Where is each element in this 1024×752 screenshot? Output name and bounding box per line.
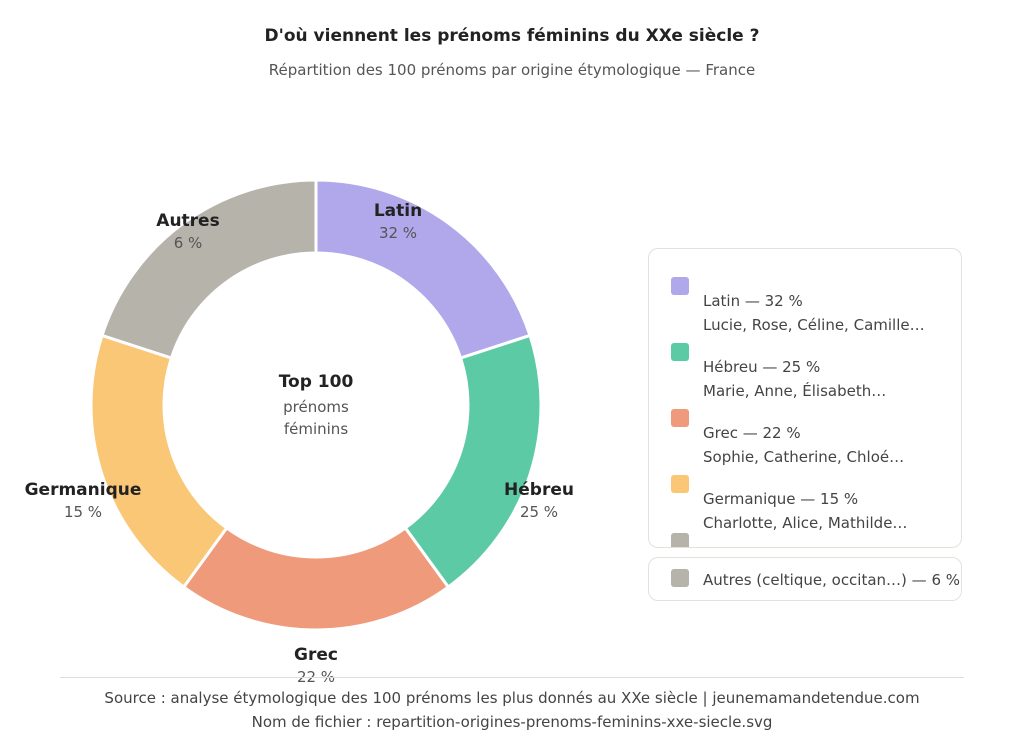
slice-name: Grec — [294, 645, 338, 665]
legend-examples: Marie, Anne, Élisabeth… — [703, 382, 887, 400]
slice-name: Germanique — [24, 480, 142, 500]
slice-percent: 6 % — [173, 234, 203, 252]
legend-title: Germanique — 15 % — [703, 490, 859, 508]
legend-title: Latin — 32 % — [703, 292, 803, 310]
slice-label-autres: Autres 6 % — [108, 211, 268, 252]
donut-slice-autres — [100, 178, 318, 360]
legend-swatch — [671, 475, 689, 493]
legend-swatch — [671, 533, 689, 547]
legend-swatch — [671, 409, 689, 427]
chart-title: D'où viennent les prénoms féminins du XX… — [264, 26, 760, 46]
slice-percent: 32 % — [378, 224, 418, 242]
footer-source: Source : analyse étymologique des 100 pr… — [104, 689, 920, 707]
legend-examples: Sophie, Catherine, Chloé… — [703, 448, 905, 466]
legend-overflow: Autres (celtique, occitan…) — 6 % — [648, 557, 962, 601]
slice-label-germanique: Germanique 15 % — [3, 480, 163, 521]
footer-filename: Nom de fichier : repartition-origines-pr… — [251, 713, 773, 731]
legend-title: Grec — 22 % — [703, 424, 801, 442]
center-line1: prénoms — [283, 398, 349, 416]
legend-examples: Charlotte, Alice, Mathilde… — [703, 514, 908, 532]
slice-percent: 15 % — [63, 503, 103, 521]
slice-name: Hébreu — [504, 480, 574, 500]
slice-name: Autres — [156, 211, 220, 231]
footer-divider — [60, 677, 964, 678]
center-title: Top 100 — [278, 372, 354, 392]
legend-title: Autres (celtique, occitan…) — 6 % — [703, 571, 961, 589]
donut-slice-germanique — [89, 333, 229, 590]
donut-center-label: Top 100 prénoms féminins — [216, 372, 416, 440]
legend: Latin — 32 % Lucie, Rose, Céline, Camille… — [648, 248, 962, 548]
slice-percent: 25 % — [519, 503, 559, 521]
legend-examples: Lucie, Rose, Céline, Camille… — [703, 316, 925, 334]
legend-swatch — [671, 343, 689, 361]
slice-name: Latin — [373, 201, 423, 221]
slice-label-hebreu: Hébreu 25 % — [459, 480, 619, 521]
slice-label-grec: Grec 22 % — [236, 645, 396, 686]
center-line2: féminins — [283, 420, 349, 438]
donut-slice-grec — [181, 525, 451, 632]
slice-label-latin: Latin 32 % — [318, 201, 478, 242]
legend-swatch — [671, 569, 689, 587]
legend-swatch — [671, 277, 689, 295]
legend-title: Hébreu — 25 % — [703, 358, 821, 376]
donut-slice-hebreu — [403, 333, 543, 590]
chart-subtitle: Répartition des 100 prénoms par origine … — [268, 61, 756, 79]
